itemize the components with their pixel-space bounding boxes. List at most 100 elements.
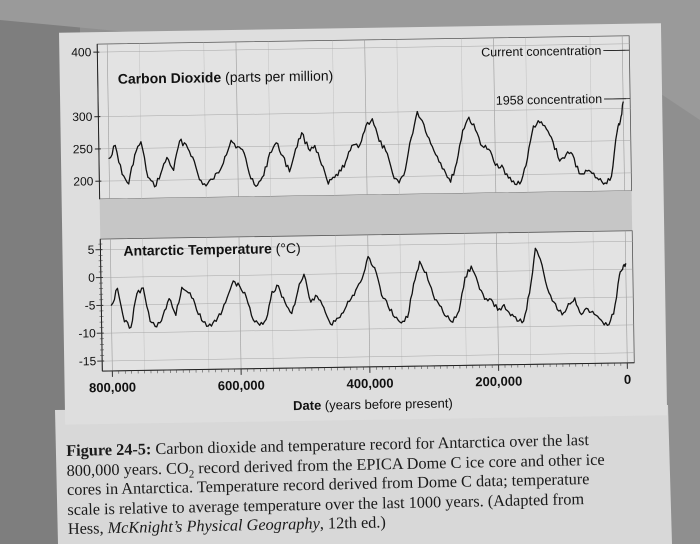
co2-point	[619, 120, 621, 122]
co2-point	[282, 155, 284, 157]
co2-point	[346, 157, 348, 159]
temperature-point	[621, 268, 624, 270]
temperature-point	[310, 301, 312, 303]
temperature-point	[355, 289, 357, 291]
co2-point	[108, 157, 110, 160]
co2-point	[488, 148, 490, 150]
grid-vline-top	[493, 37, 497, 193]
current-concentration-label: Current concentration	[481, 44, 601, 60]
plot-area-top	[96, 35, 632, 200]
co2-point	[334, 176, 336, 179]
co2-point	[565, 153, 567, 156]
co2-point	[365, 124, 367, 126]
co2-point	[256, 184, 259, 186]
co2-point	[430, 143, 432, 145]
caption-book-title: McKnight’s Physical Geography	[107, 513, 321, 538]
co2-point	[610, 175, 613, 177]
temperature-line	[110, 247, 627, 329]
co2-point	[456, 162, 458, 164]
temperature-point	[374, 267, 376, 269]
temperature-point	[303, 273, 305, 275]
co2-point	[616, 130, 618, 132]
grid-hline-temp	[100, 241, 633, 250]
grid-vline-minor	[464, 233, 467, 366]
temperature-point	[277, 285, 279, 287]
co2-point	[352, 144, 355, 146]
temperature-point	[271, 290, 273, 293]
co2-point	[269, 152, 271, 154]
temperature-point	[439, 305, 441, 307]
co2-tick-label: 250	[73, 142, 94, 156]
x-axis: 800,000 600,000 400,000 200,000 0	[89, 362, 635, 395]
grid-hline-co2	[97, 43, 630, 53]
temperature-point	[232, 280, 234, 282]
co2-point	[198, 179, 201, 181]
temperature-point	[284, 301, 286, 304]
temperature-point	[316, 295, 318, 297]
co2-point	[539, 122, 541, 124]
co2-annotations: Current concentration 1958 concentration	[481, 44, 631, 108]
grid-vline-minor	[335, 235, 338, 368]
co2-point	[378, 140, 380, 142]
temperature-point	[477, 282, 479, 284]
temperature-point	[291, 312, 293, 315]
co2-point	[371, 118, 373, 120]
grid-vline-top	[621, 35, 625, 191]
x-axis-label-rest: (years before present)	[325, 396, 453, 413]
co2-tick-label: 300	[72, 110, 93, 124]
co2-point	[591, 172, 593, 175]
temperature-point	[380, 294, 383, 296]
grid-vline-minor	[267, 41, 271, 197]
temperature-point	[445, 316, 447, 318]
temperature-point	[419, 260, 421, 262]
grid-hline-co2	[99, 172, 632, 182]
co2-point	[545, 128, 547, 130]
temp-panel-title: Antarctic Temperature (°C)	[123, 240, 301, 259]
co2-point	[307, 148, 310, 150]
temperature-point	[194, 303, 196, 305]
temperature-point	[523, 320, 525, 322]
co2-title-rest: (parts per million)	[225, 67, 333, 85]
grid-hline-temp	[101, 324, 634, 334]
grid-vline-minor	[206, 237, 210, 370]
temperature-point	[207, 325, 209, 327]
temperature-point	[554, 303, 557, 305]
temperature-point	[490, 298, 492, 300]
temperature-point	[168, 298, 170, 300]
temperature-point	[529, 292, 531, 294]
caption-line-2-a: 800,000 years. CO	[66, 457, 189, 480]
temperature-series	[110, 247, 627, 329]
grid-vline-minor	[589, 36, 593, 192]
temperature-point	[452, 321, 454, 323]
co2-point	[598, 179, 600, 181]
co2-point	[340, 170, 342, 172]
temperature-point	[187, 292, 189, 294]
co2-point	[514, 183, 516, 185]
temperature-point	[175, 314, 177, 316]
temperature-point	[348, 300, 351, 303]
co2-point	[192, 156, 194, 158]
temperature-point	[142, 287, 144, 289]
co2-point	[140, 141, 142, 143]
co2-point	[294, 148, 297, 150]
co2-point	[423, 123, 425, 126]
co2-point	[391, 172, 394, 174]
temp-tick-label: 0	[88, 271, 95, 285]
temperature-point	[464, 276, 466, 278]
grid-vline-top	[364, 39, 368, 195]
co2-point	[520, 180, 523, 182]
grid-vline-minor	[525, 37, 529, 193]
co2-point	[404, 169, 406, 171]
co2-point	[501, 164, 503, 166]
co2-series	[108, 101, 624, 188]
caption-figure-label: Figure 24-5:	[66, 439, 152, 460]
temperature-point	[593, 313, 595, 315]
temperature-point	[265, 318, 267, 321]
co2-tick-label: 400	[71, 45, 92, 59]
temperature-point	[412, 283, 415, 285]
x-axis-line	[102, 362, 635, 372]
co2-point	[166, 156, 168, 159]
co2-point	[585, 169, 587, 171]
grid-vline-minor	[332, 40, 336, 196]
